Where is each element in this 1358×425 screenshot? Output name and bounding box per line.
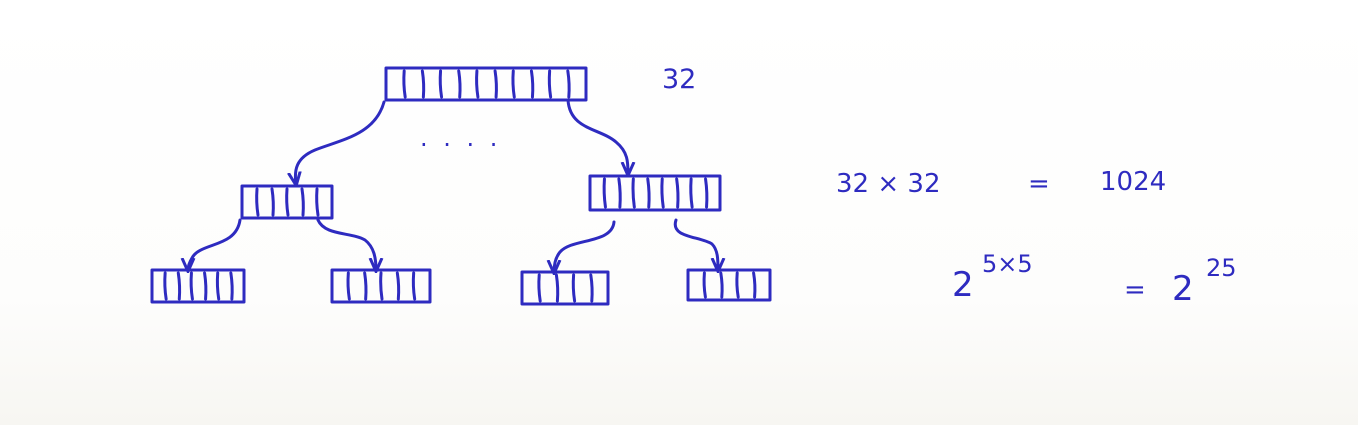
equation-2-exponent: 5×5 bbox=[982, 250, 1033, 278]
node-slot-divider bbox=[537, 273, 542, 303]
node-slot-divider bbox=[176, 271, 182, 301]
node-slot-divider bbox=[735, 271, 740, 299]
node-slot-divider bbox=[203, 271, 208, 301]
node-slot-divider bbox=[752, 271, 757, 299]
node-slot-divider bbox=[566, 69, 571, 99]
node-slot-divider bbox=[571, 273, 577, 303]
node-slot-divider bbox=[475, 69, 480, 99]
node-slot-divider bbox=[300, 187, 305, 217]
node-slot-divider bbox=[379, 271, 384, 301]
equation-2-base: 2 bbox=[952, 265, 974, 305]
node-slot-divider bbox=[438, 69, 444, 99]
edge-left-to-leaf2 bbox=[316, 218, 376, 270]
leaf-node-4 bbox=[686, 268, 772, 302]
root-node bbox=[384, 66, 588, 102]
node-slot-divider bbox=[315, 187, 320, 217]
node-slot-divider bbox=[363, 271, 368, 301]
node-slot-divider bbox=[704, 177, 709, 209]
node-slot-divider bbox=[589, 273, 594, 303]
node-slot-divider bbox=[402, 69, 407, 99]
node-slot-divider bbox=[675, 177, 680, 209]
node-slot-divider bbox=[395, 271, 401, 301]
node-slot-divider bbox=[529, 69, 535, 99]
node-slot-divider bbox=[346, 271, 351, 301]
node-slot-divider bbox=[285, 187, 290, 217]
node-slot-divider bbox=[511, 69, 516, 99]
leaf-node-2 bbox=[330, 268, 432, 304]
leaf-node-1 bbox=[150, 268, 246, 304]
node-slot-divider bbox=[646, 177, 651, 209]
equation-1-lhs: 32 × 32 bbox=[836, 169, 940, 199]
node-slot-divider bbox=[702, 271, 707, 299]
edge-right-to-leaf3 bbox=[554, 220, 616, 272]
node-slot-divider bbox=[215, 271, 221, 301]
node-slot-divider bbox=[255, 187, 260, 217]
node-slot-divider bbox=[617, 177, 622, 209]
equation-2-rhs-base: 2 bbox=[1172, 269, 1194, 309]
node-slot-divider bbox=[719, 271, 724, 299]
equation-2-rhs-exponent: 25 bbox=[1206, 254, 1237, 282]
edge-root-to-left bbox=[295, 100, 386, 184]
node-slot-divider bbox=[493, 69, 498, 99]
node-slot-divider bbox=[229, 271, 234, 301]
left-mid-node bbox=[240, 184, 334, 220]
ellipsis-dots: . . . . bbox=[420, 124, 501, 152]
equation-1-rhs: 1024 bbox=[1100, 167, 1166, 197]
equation-1-equals: = bbox=[1028, 169, 1050, 199]
node-slot-divider bbox=[420, 69, 426, 99]
right-mid-node bbox=[588, 174, 722, 212]
edge-root-to-right bbox=[566, 98, 628, 174]
node-slot-divider bbox=[554, 273, 560, 303]
node-slot-divider bbox=[631, 177, 636, 209]
node-slot-divider bbox=[602, 177, 607, 209]
node-slot-divider bbox=[689, 177, 694, 209]
node-slot-divider bbox=[457, 69, 462, 99]
leaf-node-3 bbox=[520, 270, 610, 306]
fanout-label: 32 bbox=[662, 64, 696, 95]
edge-right-to-leaf4 bbox=[673, 218, 718, 270]
edge-left-to-leaf1 bbox=[188, 218, 242, 270]
node-slot-divider bbox=[660, 177, 665, 209]
node-slot-divider bbox=[270, 187, 275, 217]
node-slot-divider bbox=[189, 271, 194, 301]
node-slot-divider bbox=[411, 271, 417, 301]
node-slot-divider bbox=[163, 271, 168, 301]
node-slot-divider bbox=[547, 69, 553, 99]
equation-2-equals: = bbox=[1124, 275, 1146, 305]
